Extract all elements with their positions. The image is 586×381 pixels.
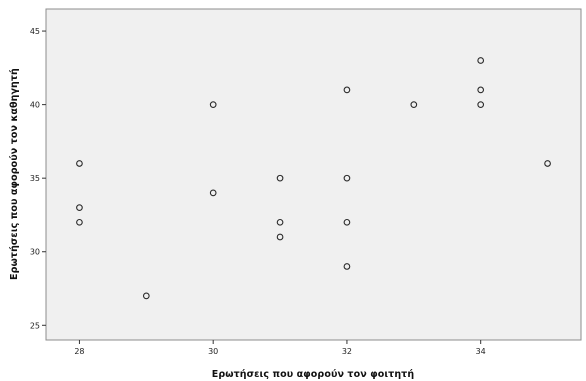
scatter-point: [276, 233, 284, 241]
scatter-point: [142, 292, 150, 300]
scatter-point: [76, 160, 83, 167]
y-axis-title: Ερωτήσεις που αφορούν τον καθηγητή: [9, 68, 20, 280]
scatter-point: [343, 86, 351, 94]
scatter-point: [76, 204, 83, 211]
y-tick-label: 40: [30, 101, 40, 110]
x-axis-ticks: 28 30 32 34: [74, 340, 486, 356]
scatter-point: [276, 174, 284, 182]
scatter-point: [209, 189, 217, 197]
scatter-point: [410, 101, 418, 108]
data-points: [76, 57, 551, 300]
x-tick-label: 30: [208, 347, 218, 356]
scatter-point: [76, 218, 83, 226]
x-tick-label: 34: [476, 347, 486, 356]
scatter-point: [276, 218, 284, 226]
y-axis-ticks: 25 30 35 40 45: [30, 27, 46, 330]
y-tick-label: 45: [30, 27, 40, 36]
scatter-point: [343, 263, 351, 270]
scatter-point: [544, 160, 551, 167]
scatter-point: [343, 218, 351, 226]
scatter-point: [477, 57, 485, 64]
scatter-point: [209, 101, 217, 108]
y-tick-label: 30: [30, 248, 40, 257]
x-axis-title: Ερωτήσεις που αφορούν τον φοιτητή: [212, 369, 415, 380]
scatter-point: [477, 86, 485, 94]
plot-area: [45, 8, 582, 341]
y-tick-label: 35: [30, 174, 40, 183]
x-tick-label: 32: [342, 347, 352, 356]
x-tick-label: 28: [74, 347, 84, 356]
y-tick-label: 25: [30, 321, 40, 330]
scatter-point: [477, 101, 485, 108]
scatter-point: [343, 174, 351, 182]
